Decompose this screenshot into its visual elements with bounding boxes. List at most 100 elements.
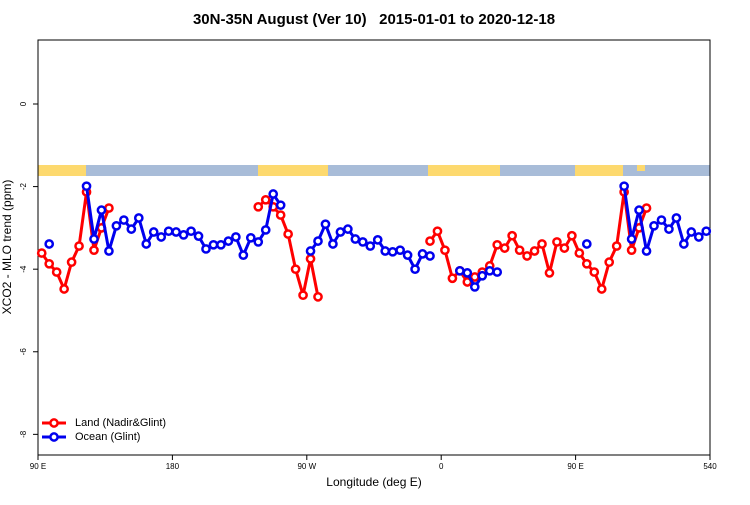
x-tick-label: 0 (439, 462, 444, 471)
data-point (231, 232, 241, 242)
data-point (119, 215, 129, 225)
data-point (260, 194, 271, 205)
data-point (253, 237, 264, 247)
data-point (634, 205, 644, 215)
data-point (514, 245, 525, 256)
data-point (679, 239, 689, 249)
data-point (148, 227, 159, 237)
data-point (260, 225, 271, 235)
land-strip (428, 165, 500, 176)
data-point (589, 267, 600, 277)
land-strip (258, 165, 328, 176)
data-point (238, 250, 249, 260)
data-point (298, 290, 308, 301)
chart-title: 30N-35N August (Ver 10) 2015-01-01 to 20… (193, 11, 555, 28)
data-point (395, 245, 405, 256)
data-point (343, 224, 353, 234)
data-point (104, 246, 114, 256)
data-point (59, 284, 69, 294)
data-point (641, 203, 652, 213)
data-point (104, 203, 114, 213)
data-point (701, 226, 712, 237)
data-point (559, 243, 570, 253)
data-point (350, 234, 361, 244)
data-point (201, 244, 211, 254)
ocean-strip (38, 165, 710, 176)
data-point (253, 201, 264, 212)
data-point (283, 229, 293, 239)
data-point (216, 239, 226, 250)
data-point (223, 236, 234, 246)
data-point (499, 243, 510, 253)
data-point (425, 236, 435, 246)
data-point (619, 181, 629, 192)
data-point (126, 224, 137, 234)
data-point (74, 241, 84, 251)
data-point (581, 239, 592, 249)
data-point (581, 258, 592, 269)
data-point (469, 282, 480, 292)
data-point (268, 189, 279, 199)
land-strip (575, 165, 623, 176)
data-point (455, 265, 465, 276)
y-tick-label: -8 (19, 430, 28, 438)
legend-marker (49, 432, 59, 442)
data-point (275, 200, 286, 211)
y-axis-label: XCO2 - MLO trend (ppm) (0, 180, 14, 315)
data-point (664, 224, 674, 234)
data-point (604, 257, 615, 268)
data-point (89, 245, 99, 256)
data-point (537, 239, 547, 249)
data-point (193, 231, 204, 241)
y-tick-label: -2 (19, 182, 28, 190)
data-point (111, 220, 122, 231)
legend-label: Land (Nadir&Glint) (75, 417, 166, 429)
series (44, 181, 712, 292)
data-point (96, 205, 107, 215)
data-point (81, 181, 92, 192)
x-tick-label: 540 (703, 462, 717, 471)
data-point (141, 239, 152, 249)
data-point (51, 267, 62, 277)
data-point (402, 250, 413, 260)
data-point (477, 270, 488, 281)
x-tick-label: 180 (166, 462, 180, 471)
data-point (290, 264, 301, 275)
y-tick-label: -6 (19, 348, 28, 356)
data-point (208, 239, 219, 250)
data-point (432, 226, 443, 237)
data-point (380, 246, 391, 256)
y-tick-label: 0 (19, 101, 28, 106)
data-point (372, 235, 383, 245)
data-point (492, 267, 503, 277)
data-point (313, 291, 323, 302)
data-point (178, 230, 189, 240)
data-point (552, 237, 562, 247)
data-point (641, 246, 652, 256)
data-point (649, 220, 659, 231)
data-point (656, 215, 667, 225)
x-tick-label: 90 E (30, 462, 46, 471)
data-point (320, 219, 331, 230)
data-point (671, 213, 682, 223)
data-point (36, 248, 47, 258)
data-point (171, 227, 181, 237)
data-point (186, 226, 196, 237)
data-point (462, 268, 473, 278)
y-tick-label: -4 (19, 265, 28, 273)
data-point (328, 239, 338, 249)
data-point (693, 232, 704, 242)
land-strip (38, 165, 86, 176)
land-strip (637, 165, 645, 171)
data-point (626, 234, 637, 244)
data-point (417, 249, 428, 259)
data-point (425, 251, 435, 261)
data-point (357, 237, 368, 247)
legend-label: Ocean (Glint) (75, 431, 140, 443)
data-point (611, 241, 622, 251)
data-point (275, 210, 286, 220)
data-point (492, 239, 503, 250)
data-point (574, 248, 585, 258)
